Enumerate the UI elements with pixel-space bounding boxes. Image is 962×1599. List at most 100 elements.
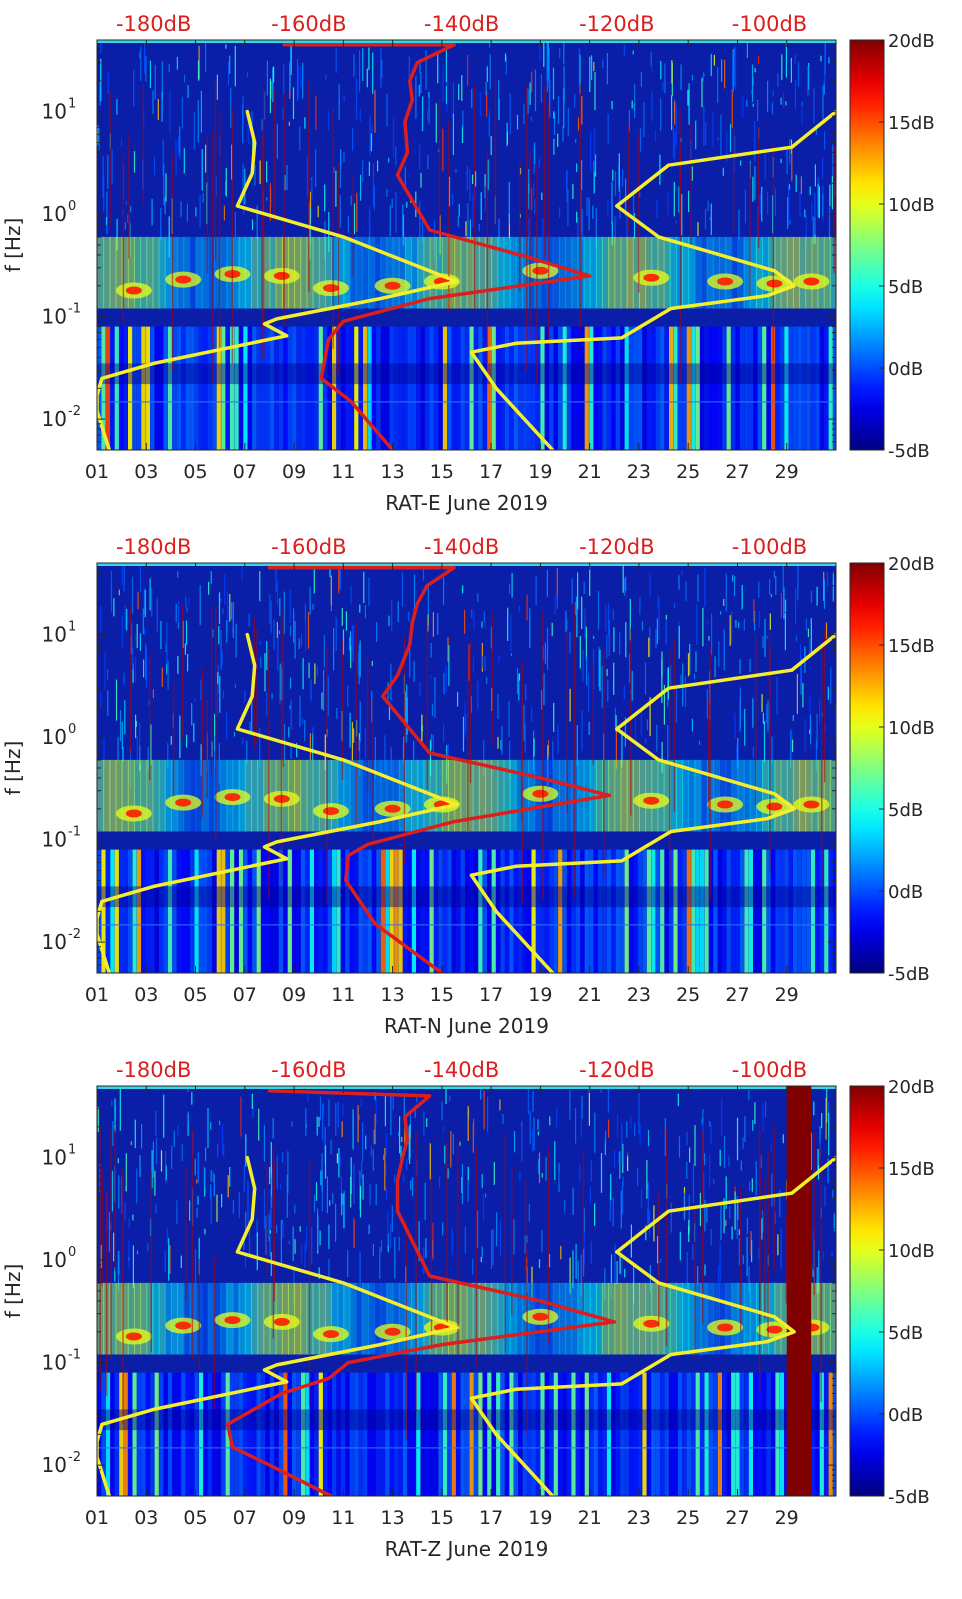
speckle [342,1103,344,1117]
speckle [201,149,203,191]
lowfreq-column [167,849,173,973]
speckle [302,658,304,690]
speckle [210,571,212,584]
lowfreq-column [615,1372,620,1496]
speckle [111,1099,113,1107]
speckle [451,1229,453,1256]
speckle [445,44,447,83]
speckle [780,1228,782,1270]
top-db-label: -100dB [732,12,807,36]
speckle [353,728,355,743]
transient-streak [280,616,283,882]
speckle [788,184,791,190]
lowfreq-column [784,1372,789,1496]
lowfreq-column [788,326,793,450]
speckle [767,80,769,112]
speckle [154,64,156,100]
lowfreq-column [154,849,159,973]
transient-streak [268,648,270,899]
speckle [136,1168,138,1204]
yellow-line-low [97,1155,459,1496]
speckle [744,189,746,224]
transient-streak [519,162,521,292]
speckle [640,1189,643,1208]
speckle [280,1220,282,1263]
lowfreq-column [114,326,119,450]
speckle [166,622,168,664]
speckle [305,1225,308,1252]
lowfreq-column [611,326,616,450]
speckle [529,1110,531,1144]
speckle [307,1087,309,1102]
top-edge-row [97,563,836,566]
speckle [241,565,243,581]
lowfreq-column [194,326,199,450]
transient-streak [256,628,258,744]
lowfreq-column [682,326,687,450]
colorbar-label: 15dB [888,1159,935,1180]
speckle [362,1174,364,1200]
speckle [740,1160,742,1171]
speckle [315,149,317,188]
speckle [575,1108,577,1144]
speckle [822,85,824,122]
speckle [764,618,766,657]
lowfreq-column [345,849,350,973]
lowfreq-column [642,849,647,973]
speckle [242,163,244,204]
speckle [735,47,737,90]
lowfreq-column [181,326,186,450]
lowfreq-column [828,849,833,973]
speckle [117,1262,120,1292]
speckle [294,1239,296,1254]
storm-blob-core [323,807,339,816]
lowfreq-column [150,1372,155,1496]
speckle [388,615,390,627]
microseism-band [509,759,517,832]
lowfreq-column [336,849,341,973]
speckle [619,1252,621,1274]
lowfreq-column [261,1372,266,1496]
microseism-band [251,1282,259,1355]
speckle [831,176,833,210]
lowfreq-column [487,326,492,450]
speckle [621,730,623,768]
lowfreq-column [145,1372,150,1496]
x-tick-label: 15 [430,1507,454,1529]
speckle [245,1134,247,1167]
speckle [537,1131,539,1136]
speckle [641,621,644,631]
speckle [473,611,475,630]
speckle [125,201,127,206]
speckle [725,1176,727,1209]
speckle [290,744,292,759]
lowfreq-column [558,849,563,973]
speckle [649,573,651,598]
speckle [205,144,207,173]
speckle [119,710,122,742]
speckle [611,221,613,246]
speckle [764,148,766,180]
speckle [352,625,354,662]
speckle [419,58,421,74]
lowfreq-column [243,1372,248,1496]
lowfreq-column [420,326,425,450]
y-tick-exponent: -2 [68,1450,81,1465]
speckle [489,54,491,90]
y-tick-exponent: -1 [68,302,81,317]
lowfreq-column [185,326,190,450]
transient-streak [128,133,130,259]
microseism-band [731,236,739,309]
speckle [359,640,361,677]
microseism-band [466,1282,474,1355]
microseism-band [115,759,123,832]
speckle [161,91,163,122]
microseism-band [386,236,394,309]
speckle [758,611,760,628]
y-tick-label: 10 [42,828,67,852]
lowfreq-column [660,326,665,450]
lowfreq-column [593,326,598,450]
speckle [124,605,126,629]
speckle [351,128,354,151]
speckle [364,605,366,619]
